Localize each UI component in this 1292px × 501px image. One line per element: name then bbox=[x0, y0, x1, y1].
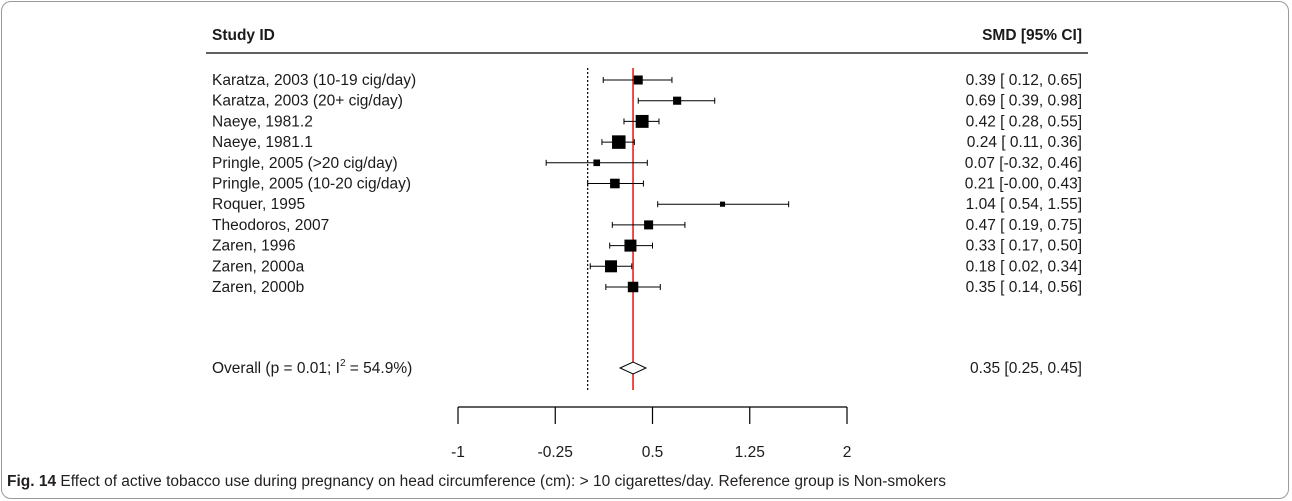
study-label: Zaren, 1996 bbox=[212, 238, 296, 255]
x-tick-label: -1 bbox=[451, 444, 465, 461]
study-label: Zaren, 2000b bbox=[212, 279, 304, 296]
x-tick-label: 0.5 bbox=[642, 444, 664, 461]
x-axis: -1 -0.25 0.5 1.25 2 bbox=[451, 406, 852, 461]
ci-value: 0.39 [ 0.12, 0.65] bbox=[966, 72, 1082, 89]
point-estimate bbox=[612, 135, 626, 149]
study-row: Zaren, 2000a 0.18 [ 0.02, 0.34] bbox=[212, 258, 1082, 275]
point-estimate bbox=[605, 260, 618, 273]
study-row: Pringle, 2005 (>20 cig/day) 0.07 [-0.32, … bbox=[212, 155, 1082, 172]
study-label: Naeye, 1981.1 bbox=[212, 134, 313, 151]
study-row: Roquer, 1995 1.04 [ 0.54, 1.55] bbox=[212, 196, 1082, 213]
point-estimate bbox=[719, 201, 726, 207]
overall-ci-value: 0.35 [0.25, 0.45] bbox=[970, 360, 1082, 377]
point-estimate bbox=[673, 96, 682, 105]
reference-lines bbox=[587, 68, 634, 390]
ci-value: 0.47 [ 0.19, 0.75] bbox=[966, 217, 1082, 234]
study-row: Zaren, 2000b 0.35 [ 0.14, 0.56] bbox=[212, 279, 1082, 296]
ci-value: 1.04 [ 0.54, 1.55] bbox=[966, 196, 1082, 213]
point-estimate bbox=[624, 239, 637, 252]
study-label: Zaren, 2000a bbox=[212, 258, 305, 275]
study-row: Pringle, 2005 (10-20 cig/day) 0.21 [-0.00… bbox=[212, 176, 1082, 193]
study-row: Karatza, 2003 (20+ cig/day) 0.69 [ 0.39, … bbox=[212, 93, 1082, 110]
x-tick-label: 2 bbox=[843, 444, 852, 461]
point-estimate bbox=[635, 114, 649, 128]
point-estimate bbox=[610, 178, 620, 189]
study-label: Naeye, 1981.2 bbox=[212, 113, 313, 130]
point-estimate bbox=[627, 281, 639, 293]
caption-text: Effect of active tobacco use during preg… bbox=[60, 473, 946, 490]
study-label: Karatza, 2003 (10-19 cig/day) bbox=[212, 72, 416, 89]
ci-value: 0.07 [-0.32, 0.46] bbox=[965, 155, 1082, 172]
header-study-id: Study ID bbox=[212, 27, 275, 44]
ci-value: 0.35 [ 0.14, 0.56] bbox=[966, 279, 1082, 296]
ci-value: 0.24 [ 0.11, 0.36] bbox=[967, 134, 1082, 151]
overall-row: Overall (p = 0.01; I2 = 54.9%) 0.35 [0.25… bbox=[212, 358, 1082, 377]
forest-plot: Study ID SMD [95% CI] Karatza, 2003 (10-… bbox=[206, 27, 1088, 461]
overall-diamond bbox=[618, 361, 648, 375]
ci-value: 0.69 [ 0.39, 0.98] bbox=[966, 93, 1082, 110]
study-label: Karatza, 2003 (20+ cig/day) bbox=[212, 93, 403, 110]
study-rows: Karatza, 2003 (10-19 cig/day) 0.39 [ 0.12… bbox=[212, 72, 1082, 296]
figure-caption: Fig. 14 Effect of active tobacco use dur… bbox=[7, 473, 946, 491]
header-smd-ci: SMD [95% CI] bbox=[982, 27, 1082, 44]
ci-value: 0.42 [ 0.28, 0.55] bbox=[966, 113, 1082, 130]
study-row: Karatza, 2003 (10-19 cig/day) 0.39 [ 0.12… bbox=[212, 72, 1082, 89]
study-label: Pringle, 2005 (>20 cig/day) bbox=[212, 155, 398, 172]
study-row: Naeye, 1981.1 0.24 [ 0.11, 0.36] bbox=[212, 134, 1082, 151]
study-row: Naeye, 1981.2 0.42 [ 0.28, 0.55] bbox=[212, 113, 1082, 130]
study-row: Zaren, 1996 0.33 [ 0.17, 0.50] bbox=[212, 238, 1082, 255]
point-estimate bbox=[593, 159, 601, 167]
study-label: Roquer, 1995 bbox=[212, 196, 305, 213]
study-row: Theodoros, 2007 0.47 [ 0.19, 0.75] bbox=[212, 217, 1082, 234]
point-estimate bbox=[644, 220, 654, 230]
ci-value: 0.21 [-0.00, 0.43] bbox=[965, 176, 1082, 193]
ci-value: 0.18 [ 0.02, 0.34] bbox=[966, 258, 1082, 275]
point-estimate bbox=[633, 75, 643, 85]
study-label: Theodoros, 2007 bbox=[212, 217, 329, 234]
overall-label: Overall (p = 0.01; I2 = 54.9%) bbox=[212, 358, 412, 377]
x-tick-label: 1.25 bbox=[735, 444, 765, 461]
ci-value: 0.33 [ 0.17, 0.50] bbox=[966, 238, 1082, 255]
x-tick-label: -0.25 bbox=[538, 444, 573, 461]
header-row: Study ID SMD [95% CI] bbox=[206, 27, 1088, 54]
caption-label: Fig. 14 bbox=[7, 473, 57, 490]
study-label: Pringle, 2005 (10-20 cig/day) bbox=[212, 176, 411, 193]
